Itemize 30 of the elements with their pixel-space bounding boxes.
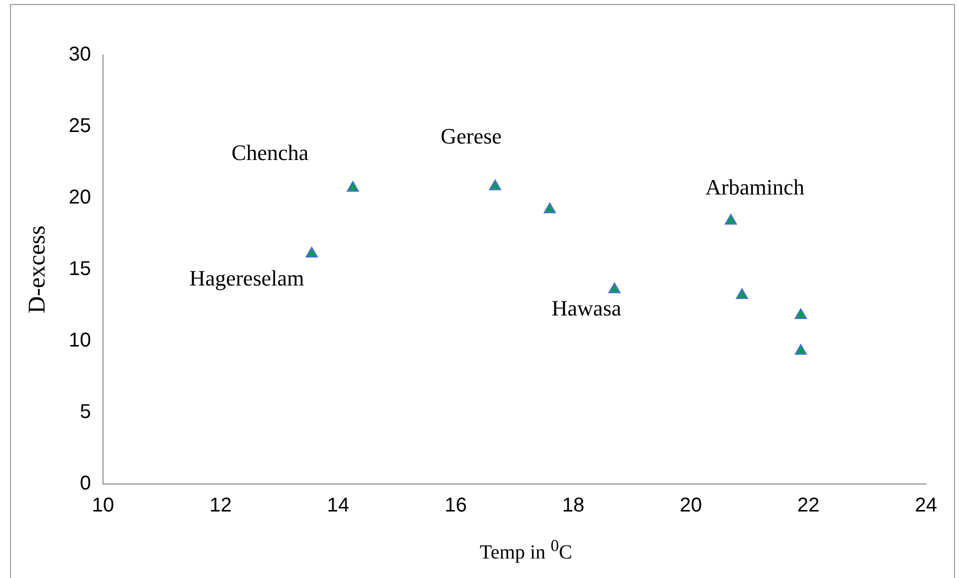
- x-tick-label: 12: [209, 494, 232, 517]
- point: [608, 282, 620, 294]
- x-tick-label: 18: [562, 494, 584, 517]
- point: [794, 344, 807, 355]
- annotation: Hagereselam: [189, 266, 304, 291]
- point: [544, 202, 556, 214]
- point: [306, 247, 318, 258]
- point: [724, 214, 737, 225]
- point: [794, 308, 807, 320]
- x-tick-label: 14: [327, 494, 350, 517]
- y-axis-title: D-excess: [24, 226, 51, 314]
- x-tick-label: 24: [914, 494, 938, 517]
- annotation: Hawasa: [552, 295, 622, 320]
- annotation: Arbaminch: [705, 174, 804, 200]
- y-tick-label: 0: [80, 472, 92, 495]
- y-tick-label: 5: [80, 401, 92, 424]
- y-tick-label: 15: [68, 258, 92, 280]
- x-tick-label: 20: [680, 494, 702, 517]
- x-axis-title: Temp in $^{0}$C: [478, 536, 574, 565]
- y-tick-label: 30: [68, 44, 92, 66]
- x-tick-label: 22: [797, 494, 820, 517]
- annotation: Gerese: [440, 123, 502, 148]
- annotation: Chencha: [232, 140, 309, 165]
- point: [346, 181, 359, 192]
- y-tick-label: 25: [68, 115, 92, 138]
- y-tick-label: 10: [68, 330, 92, 352]
- point: [736, 288, 748, 299]
- y-tick-label: 20: [68, 186, 92, 209]
- point: [489, 180, 502, 190]
- x-tick-label: 16: [444, 494, 467, 517]
